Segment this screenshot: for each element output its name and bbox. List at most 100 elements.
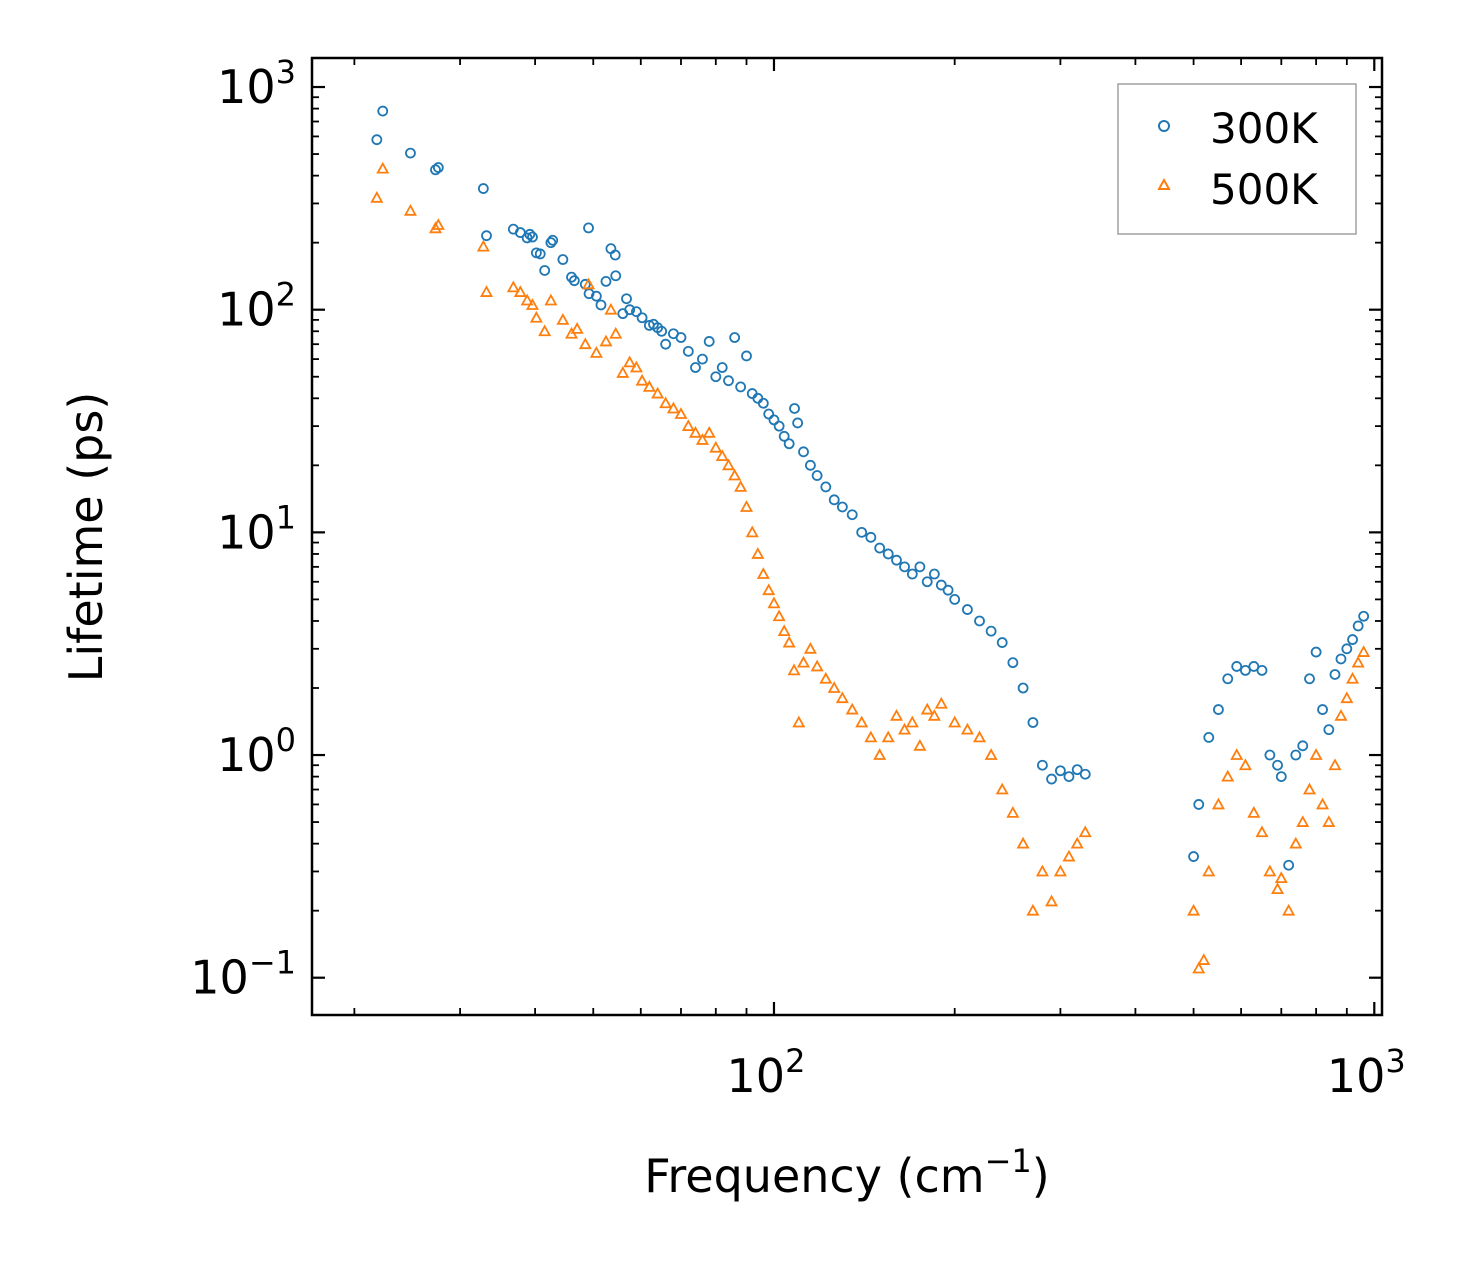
legend-box (1117, 83, 1357, 235)
y-tick-label-exponent: −1 (249, 944, 296, 982)
point-500K (635, 373, 649, 386)
point-300K (477, 183, 489, 194)
point-300K (1358, 610, 1370, 622)
point-500K (1282, 903, 1296, 916)
point-500K (609, 326, 623, 339)
point-500K (751, 547, 765, 559)
point-300K (539, 265, 551, 276)
legend-label-300K: 300K (1210, 104, 1319, 153)
point-300K (545, 237, 557, 249)
point-500K (745, 525, 759, 538)
point-500K (845, 702, 859, 715)
point-300K (568, 275, 580, 287)
point-500K (589, 345, 603, 358)
point-300K (377, 105, 389, 117)
point-500K (855, 715, 869, 728)
point-500K (889, 708, 904, 721)
x-tick-label-base: 10 (1327, 1049, 1386, 1103)
point-300K (1283, 859, 1295, 871)
point-500K (796, 655, 811, 668)
point-300K (1027, 717, 1039, 728)
point-500K (873, 748, 887, 760)
point-500K (1202, 864, 1216, 877)
point-300K (1007, 657, 1019, 669)
point-300K (690, 362, 701, 373)
point-500K (1238, 758, 1252, 771)
point-500K (819, 671, 833, 684)
point-300K (534, 248, 546, 260)
point-300K (928, 568, 940, 580)
point-300K (757, 397, 769, 409)
y-tick-label-0: 10−1 (190, 944, 296, 1005)
point-500K (767, 596, 781, 609)
point-500K (810, 659, 824, 672)
point-300K (1264, 749, 1276, 761)
point-500K (538, 324, 552, 337)
point-300K (481, 230, 492, 242)
point-500K (1346, 671, 1360, 684)
point-500K (556, 313, 570, 325)
point-500K (642, 380, 656, 392)
point-300K (624, 304, 636, 316)
legend: 300K 500K (1117, 83, 1357, 235)
point-300K (656, 325, 668, 337)
point-300K (710, 371, 722, 383)
point-500K (688, 425, 703, 438)
point-500K (1309, 748, 1323, 760)
point-500K (960, 722, 974, 735)
point-500K (1035, 864, 1049, 877)
point-300K (583, 222, 594, 234)
point-500K (995, 782, 1009, 795)
point-500K (1316, 797, 1330, 810)
y-tick-label-exponent: 0 (276, 721, 296, 759)
point-300K (1335, 653, 1347, 665)
point-300K (798, 446, 809, 458)
point-300K (1193, 799, 1205, 810)
point-500K (681, 419, 695, 432)
y-tick-label-4: 103 (217, 53, 296, 114)
point-300K (1323, 724, 1335, 736)
x-axis-label-sup: −1 (985, 1142, 1032, 1180)
point-500K (1211, 797, 1225, 810)
point-300K (1310, 646, 1322, 658)
x-tick-label-exponent: 2 (785, 1042, 805, 1080)
point-300K (935, 579, 947, 591)
point-300K (600, 275, 612, 287)
point-300K (789, 403, 800, 414)
point-500K (898, 722, 912, 735)
point-300K (729, 332, 741, 343)
point-300K (609, 249, 621, 261)
point-500K (578, 337, 592, 350)
x-tick-label-0: 102 (727, 1042, 806, 1103)
point-500K (756, 567, 770, 579)
point-500K (1070, 836, 1084, 849)
point-500K (739, 500, 754, 512)
point-500K (1340, 691, 1354, 704)
point-300K (703, 336, 715, 347)
point-500K (927, 708, 941, 721)
point-300K (1290, 749, 1302, 761)
point-300K (1275, 771, 1287, 783)
point-300K (1240, 664, 1251, 676)
point-300K (820, 481, 832, 493)
point-500K (479, 285, 494, 297)
x-tick-label-base: 10 (727, 1049, 786, 1103)
point-300K (942, 584, 954, 596)
point-300K (1352, 620, 1364, 632)
point-300K (430, 164, 441, 176)
point-300K (631, 306, 642, 318)
point-300K (1317, 704, 1328, 715)
point-500K (984, 748, 998, 760)
point-500K (973, 730, 987, 743)
point-500K (787, 663, 801, 676)
point-300K (1063, 771, 1075, 783)
x-axis-label-main: Frequency (cm (644, 1149, 984, 1203)
point-500K (728, 468, 742, 481)
point-500K (1230, 748, 1244, 760)
x-tick-label-exponent: 3 (1385, 1042, 1405, 1080)
point-500K (1221, 769, 1235, 782)
point-300K (846, 509, 858, 521)
point-500K (803, 641, 817, 654)
y-tick-label-exponent: 3 (276, 53, 296, 91)
